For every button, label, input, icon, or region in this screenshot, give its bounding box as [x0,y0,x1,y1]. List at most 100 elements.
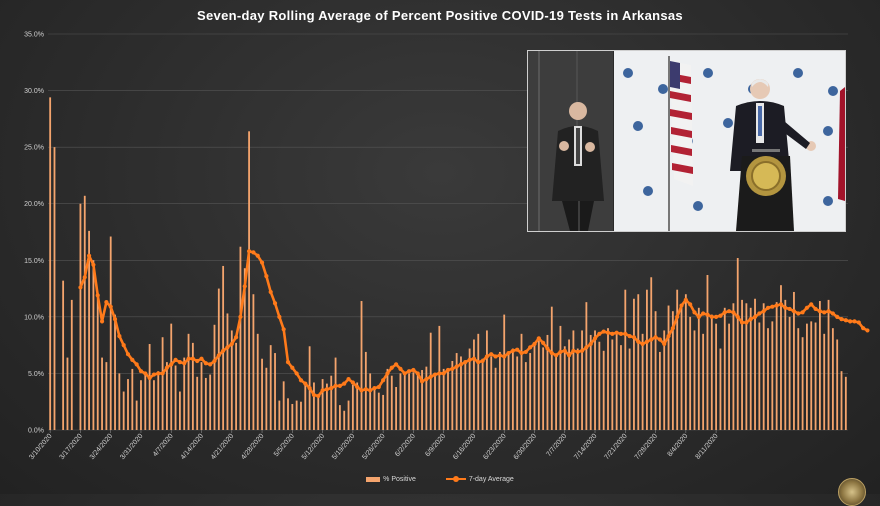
bar-percent-positive [689,316,692,430]
bar-percent-positive [131,368,134,430]
x-axis-tick-labels: 3/10/2020 3/17/2020 3/24/2020 3/31/2020 4/7/… [28,430,720,461]
x-tick-label: 6/30/2020 [513,433,538,461]
x-tick-label: 4/7/2020 [152,433,175,458]
bar-percent-positive [295,400,298,430]
bar-percent-positive [265,367,268,430]
bar-percent-positive [127,379,129,430]
seven-day-average-point [441,371,446,376]
seven-day-average-point [177,360,182,365]
bar-percent-positive [166,362,168,430]
seven-day-average-point [307,386,312,391]
bar-percent-positive [243,268,246,430]
bar-percent-positive [248,131,250,430]
bar-percent-positive [425,366,428,430]
seven-day-average-point [835,314,840,319]
bar-percent-positive [788,316,791,430]
bar-percent-positive [230,330,233,430]
seven-day-average-point [804,305,810,310]
bar-percent-positive [140,380,142,430]
bar-percent-positive [447,370,449,430]
seven-day-average-point [623,331,628,336]
seven-day-average-point [147,375,152,381]
seven-day-average-point [190,356,195,361]
seven-day-average-point [765,305,771,310]
bar-percent-positive [671,311,674,430]
seven-day-average-point [216,353,221,358]
seven-day-average-point [822,310,827,315]
bar-percent-positive [676,289,679,430]
y-tick-label: 30.0% [24,88,44,95]
seven-day-average-point [221,348,226,353]
y-tick-label: 15.0% [24,258,44,265]
seven-day-average-point [467,357,472,362]
seven-day-average-point [454,364,459,369]
seven-day-average-point [830,311,835,316]
legend-label-percent-positive: % Positive [383,476,416,483]
seven-day-average-point [195,358,200,364]
seven-day-average-point [234,335,239,340]
bar-percent-positive [412,372,415,430]
seven-day-average-point [800,310,805,315]
x-tick-label: 6/16/2020 [452,433,477,461]
seven-day-average-point [208,362,213,367]
bar-percent-positive [481,358,484,430]
seven-day-average-point [160,371,165,376]
seven-day-average-point [337,383,342,388]
bar-percent-positive [438,325,441,430]
bar-percent-positive [520,333,523,430]
bar-percent-positive [468,348,471,430]
seven-day-average-point [705,312,710,317]
seven-day-average-point [778,302,784,307]
seven-day-average-point [852,319,857,324]
x-tick-label: 7/7/2020 [545,433,568,458]
x-tick-label: 3/17/2020 [59,433,84,461]
bar-percent-positive [174,365,177,430]
seven-day-average-point [333,383,338,388]
y-tick-label: 0.0% [28,428,44,435]
x-tick-label: 3/31/2020 [119,433,144,461]
seven-day-average-point [99,319,105,324]
seven-day-average-point [592,336,598,341]
bar-percent-positive [408,373,410,430]
legend: % Positive 7-day Average [0,476,880,483]
seven-day-average-point [484,354,490,359]
bar-percent-positive [511,348,514,430]
seven-day-average-point [554,353,559,358]
bar-percent-positive [594,330,596,430]
bar-percent-positive [741,299,743,430]
bar-percent-positive [767,328,769,430]
bar-percent-positive [775,302,778,430]
bar-percent-positive [546,334,549,430]
bar-percent-positive [416,374,419,430]
seven-day-average-point [662,341,667,347]
bar-percent-positive [252,294,255,430]
seven-day-average-point [480,358,485,364]
x-tick-label: 3/10/2020 [28,433,53,461]
bar-percent-positive [351,384,354,430]
seven-day-average-point [709,314,714,319]
bar-percent-positive [650,277,653,430]
seven-day-average-point [264,274,269,279]
seven-day-average-point [406,369,412,374]
seven-day-average-point [826,309,831,314]
seven-day-average-point [787,306,792,312]
seven-day-average-point [342,381,347,386]
bar-percent-positive [602,350,605,430]
seven-day-average-point [169,362,174,367]
bar-percent-positive [473,339,475,430]
seven-day-average-point [683,297,688,302]
seven-day-average-point [696,314,701,319]
seven-day-average-point [359,388,364,393]
seven-day-average-point [528,345,533,350]
bar-percent-positive [654,311,657,430]
seven-day-average-point [229,341,234,347]
seven-day-average-point [791,309,797,314]
bar-percent-positive [559,325,562,430]
us-flag [668,56,693,231]
bar-percent-positive [836,339,839,430]
seven-day-average-point [225,345,230,350]
seven-day-average-point [346,376,351,382]
seven-day-average-point [324,387,330,392]
bar-percent-positive [373,389,376,430]
legend-swatch-line [445,476,466,483]
